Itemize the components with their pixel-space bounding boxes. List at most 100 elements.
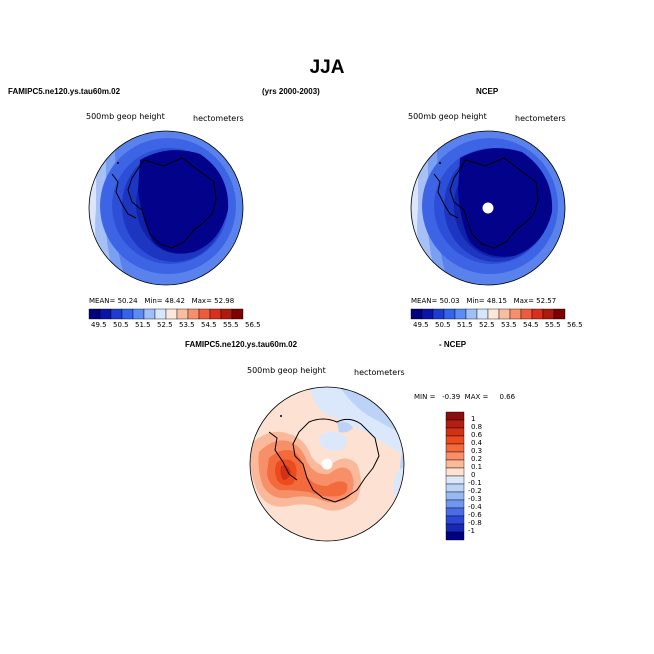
- colorbar-swatch: [445, 523, 465, 533]
- colorbar-swatch: [445, 435, 465, 445]
- colorbar-swatch: [410, 308, 423, 320]
- panel1-min: 48.42: [164, 297, 185, 305]
- colorbar-swatch: [445, 475, 465, 485]
- colorbar-tick-label: -0.3: [468, 495, 482, 503]
- colorbar-tick-label: 52.5: [479, 321, 495, 329]
- panel2-polar-map: [410, 130, 566, 286]
- colorbar-swatch: [509, 308, 522, 320]
- colorbar-tick-label: -0.2: [468, 487, 482, 495]
- panel2-max-label: Max=: [513, 297, 534, 305]
- colorbar-tick-label: 0: [471, 471, 476, 479]
- colorbar-swatch: [445, 507, 465, 517]
- colorbar-swatch: [445, 531, 465, 541]
- panel2-units: hectometers: [515, 114, 566, 123]
- colorbar-tick-label: 51.5: [135, 321, 151, 329]
- colorbar-swatch: [520, 308, 533, 320]
- colorbar-tick-label: 49.5: [91, 321, 107, 329]
- panel3-polar-map: [249, 386, 405, 542]
- years-label: (yrs 2000-2003): [262, 87, 320, 96]
- panel1-max: 52.98: [214, 297, 235, 305]
- colorbar-swatch: [465, 308, 478, 320]
- colorbar-swatch: [231, 308, 244, 320]
- colorbar-swatch: [487, 308, 500, 320]
- colorbar-swatch: [154, 308, 167, 320]
- colorbar-swatch: [553, 308, 566, 320]
- panel2-stats: MEAN= 50.03 Min= 48.15 Max= 52.57: [411, 297, 556, 305]
- colorbar-tick-label: -0.6: [468, 511, 482, 519]
- colorbar-swatch: [132, 308, 145, 320]
- colorbar-tick-label: 50.5: [435, 321, 451, 329]
- panel2-mean-label: MEAN=: [411, 297, 438, 305]
- colorbar-swatch: [176, 308, 189, 320]
- panel2-min: 48.15: [486, 297, 507, 305]
- colorbar-swatch: [445, 443, 465, 453]
- panel2-mean: 50.03: [439, 297, 460, 305]
- panel2-variable: 500mb geop height: [408, 112, 487, 121]
- panel3-minmax: MIN = -0.39 MAX = 0.66: [414, 393, 516, 401]
- panel3-variable: 500mb geop height: [247, 366, 326, 375]
- panel1-min-label: Min=: [144, 297, 163, 305]
- panel1-mean-label: MEAN=: [89, 297, 116, 305]
- colorbar-swatch: [121, 308, 134, 320]
- colorbar-swatch: [443, 308, 456, 320]
- panel2-max: 52.57: [536, 297, 557, 305]
- colorbar-tick-label: 56.5: [567, 321, 583, 329]
- panel1-units: hectometers: [193, 114, 244, 123]
- colorbar-tick-label: 49.5: [413, 321, 429, 329]
- colorbar-swatch: [143, 308, 156, 320]
- panel2-min-label: Min=: [466, 297, 485, 305]
- colorbar-swatch: [445, 427, 465, 437]
- colorbar-swatch: [445, 419, 465, 429]
- colorbar-tick-label: 0.2: [471, 455, 483, 463]
- colorbar-tick-label: 0.1: [471, 463, 483, 471]
- panel1-variable: 500mb geop height: [86, 112, 165, 121]
- colorbar-swatch: [498, 308, 511, 320]
- colorbar-tick-label: 50.5: [113, 321, 129, 329]
- colorbar-swatch: [454, 308, 467, 320]
- colorbar-swatch: [445, 467, 465, 477]
- panel2-colorbar: [410, 308, 566, 320]
- colorbar-swatch: [165, 308, 178, 320]
- colorbar-swatch: [421, 308, 434, 320]
- colorbar-swatch: [445, 499, 465, 509]
- panel1-stats: MEAN= 50.24 Min= 48.42 Max= 52.98: [89, 297, 234, 305]
- colorbar-swatch: [445, 459, 465, 469]
- colorbar-swatch: [198, 308, 211, 320]
- panel1-max-label: Max=: [191, 297, 212, 305]
- colorbar-swatch: [187, 308, 200, 320]
- colorbar-tick-label: 55.5: [223, 321, 239, 329]
- colorbar-swatch: [99, 308, 112, 320]
- panel1-polar-map: [88, 130, 244, 286]
- colorbar-swatch: [445, 411, 465, 421]
- panel3-colorbar: [445, 411, 465, 541]
- panel3-case-suffix: - NCEP: [439, 340, 467, 349]
- colorbar-tick-label: 0.3: [471, 447, 483, 455]
- colorbar-swatch: [88, 308, 101, 320]
- colorbar-swatch: [220, 308, 233, 320]
- colorbar-tick-label: 0.6: [471, 431, 483, 439]
- panel1-colorbar: [88, 308, 244, 320]
- colorbar-tick-label: 54.5: [523, 321, 539, 329]
- panel3-units: hectometers: [354, 368, 405, 377]
- colorbar-swatch: [110, 308, 123, 320]
- colorbar-tick-label: 0.8: [471, 423, 483, 431]
- colorbar-tick-label: 53.5: [501, 321, 517, 329]
- colorbar-swatch: [445, 515, 465, 525]
- colorbar-swatch: [531, 308, 544, 320]
- colorbar-tick-label: 1: [471, 415, 476, 423]
- colorbar-tick-label: -1: [468, 527, 475, 535]
- colorbar-tick-label: 52.5: [157, 321, 173, 329]
- colorbar-tick-label: 0.4: [471, 439, 483, 447]
- colorbar-swatch: [445, 491, 465, 501]
- colorbar-tick-label: -0.1: [468, 479, 482, 487]
- colorbar-tick-label: -0.4: [468, 503, 482, 511]
- panel3-case-name: FAMIPC5.ne120.ys.tau60m.02: [185, 340, 298, 349]
- panel2-case-name: NCEP: [476, 87, 499, 96]
- colorbar-swatch: [542, 308, 555, 320]
- colorbar-swatch: [209, 308, 222, 320]
- main-title: JJA: [309, 57, 345, 78]
- colorbar-tick-label: 53.5: [179, 321, 195, 329]
- colorbar-tick-label: -0.8: [468, 519, 482, 527]
- panel1-mean: 50.24: [117, 297, 138, 305]
- panel1-case-name: FAMIPC5.ne120.ys.tau60m.02: [8, 87, 121, 96]
